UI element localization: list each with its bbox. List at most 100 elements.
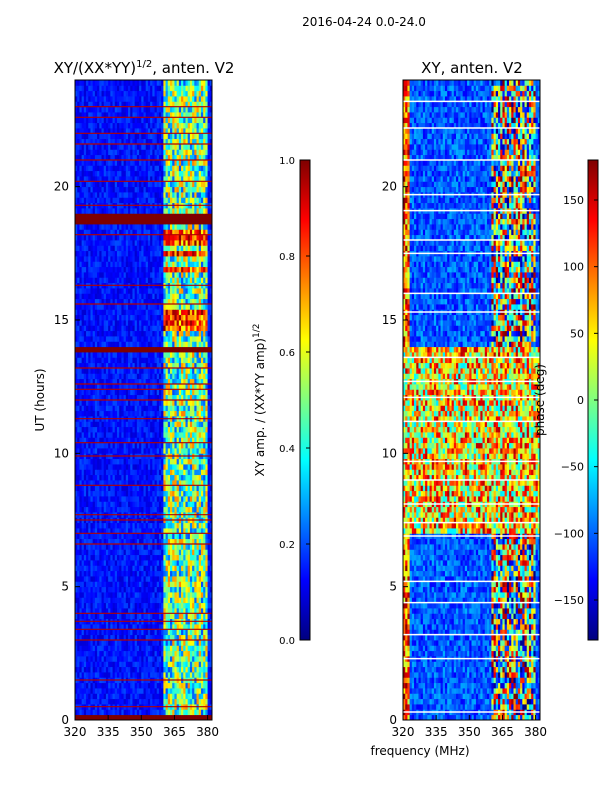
heatmap-cell: [90, 592, 94, 598]
heatmap-cell: [185, 613, 189, 620]
heatmap-cell: [75, 288, 78, 294]
heatmap-cell: [141, 570, 144, 577]
heatmap-cell: [86, 533, 89, 540]
heatmap-cell: [165, 304, 169, 310]
heatmap-cell: [139, 698, 142, 705]
heatmap-cell: [176, 576, 180, 582]
heatmap-cell: [108, 421, 111, 428]
heatmap-cell: [156, 394, 160, 401]
heatmap-cell: [90, 688, 94, 694]
heatmap-cell: [161, 421, 164, 428]
heatmap-cell: [165, 538, 169, 545]
heatmap-cell: [110, 368, 113, 374]
heatmap-cell: [143, 565, 147, 572]
heatmap-cell: [167, 496, 171, 502]
heatmap-cell: [116, 560, 120, 566]
heatmap-cell: [172, 538, 175, 545]
heatmap-cell: [163, 325, 166, 332]
heatmap-cell: [143, 608, 147, 614]
heatmap-cell: [167, 458, 171, 465]
heatmap-cell: [152, 538, 155, 545]
heatmap-cell: [181, 464, 184, 470]
heatmap-cell: [172, 341, 175, 348]
heatmap-cell: [110, 458, 113, 465]
heatmap-cell: [194, 698, 197, 705]
heatmap-cell: [132, 714, 136, 721]
heatmap-cell: [108, 485, 111, 492]
heatmap-cell: [167, 693, 171, 700]
heatmap-cell: [116, 352, 120, 358]
heatmap-cell: [97, 336, 100, 342]
heatmap-cell: [123, 378, 127, 385]
heatmap-cell: [130, 442, 133, 449]
heatmap-cell: [132, 394, 136, 401]
heatmap-cell: [181, 613, 184, 620]
heatmap-cell: [119, 624, 122, 630]
heatmap-cell: [119, 549, 122, 556]
heatmap-cell: [94, 389, 98, 396]
heatmap-cell: [132, 634, 136, 641]
heatmap-cell: [94, 336, 98, 342]
heatmap-cell: [79, 544, 83, 550]
heatmap-cell: [108, 480, 111, 486]
heatmap-cell: [130, 586, 133, 593]
heatmap-cell: [198, 298, 202, 305]
heatmap-cell: [130, 384, 133, 390]
heatmap-cell: [136, 469, 140, 476]
heatmap-cell: [165, 682, 169, 689]
heatmap-cell: [116, 325, 120, 332]
heatmap-cell: [143, 448, 147, 454]
heatmap-cell: [97, 666, 100, 673]
heatmap-cell: [170, 592, 173, 598]
heatmap-cell: [198, 309, 202, 316]
heatmap-cell: [150, 346, 153, 353]
heatmap-cell: [119, 448, 122, 454]
heatmap-cell: [174, 474, 178, 481]
heatmap-cell: [81, 293, 85, 300]
heatmap-cell: [75, 368, 78, 374]
heatmap-cell: [198, 320, 202, 326]
heatmap-cell: [119, 474, 122, 481]
heatmap-cell: [75, 554, 78, 561]
heatmap-cell: [112, 293, 116, 300]
heatmap-cell: [83, 485, 87, 492]
heatmap-cell: [176, 501, 180, 508]
heatmap-cell: [147, 528, 151, 534]
heatmap-cell: [178, 613, 182, 620]
heatmap-cell: [75, 682, 78, 689]
heatmap-cell: [147, 432, 151, 438]
heatmap-cell: [198, 538, 202, 545]
heatmap-cell: [209, 469, 213, 476]
heatmap-cell: [145, 378, 149, 385]
heatmap-cell: [178, 373, 182, 380]
heatmap-cell: [167, 533, 171, 540]
heatmap-cell: [103, 570, 107, 577]
heatmap-cell: [200, 325, 204, 332]
heatmap-cell: [200, 602, 204, 609]
heatmap-cell: [81, 640, 85, 646]
heatmap-cell: [205, 640, 208, 646]
heatmap-cell: [123, 405, 127, 412]
heatmap-cell: [158, 352, 162, 358]
heatmap-cell: [114, 464, 118, 470]
heatmap-cell: [200, 314, 204, 321]
heatmap-cell: [145, 645, 149, 652]
heatmap-cell: [209, 581, 213, 588]
heatmap-cell: [205, 592, 208, 598]
heatmap-cell: [139, 608, 142, 614]
heatmap-cell: [112, 624, 116, 630]
heatmap-cell: [154, 378, 158, 385]
heatmap-cell: [174, 501, 178, 508]
heatmap-cell: [90, 362, 94, 369]
heatmap-cell: [183, 544, 186, 550]
heatmap-cell: [77, 352, 80, 358]
heatmap-cell: [94, 442, 98, 449]
heatmap-cell: [174, 602, 178, 609]
heatmap-cell: [134, 672, 138, 678]
heatmap-cell: [154, 672, 158, 678]
heatmap-cell: [116, 373, 120, 380]
heatmap-cell: [94, 533, 98, 540]
heatmap-cell: [147, 309, 151, 316]
heatmap-cell: [121, 336, 125, 342]
heatmap-cell: [178, 672, 182, 678]
